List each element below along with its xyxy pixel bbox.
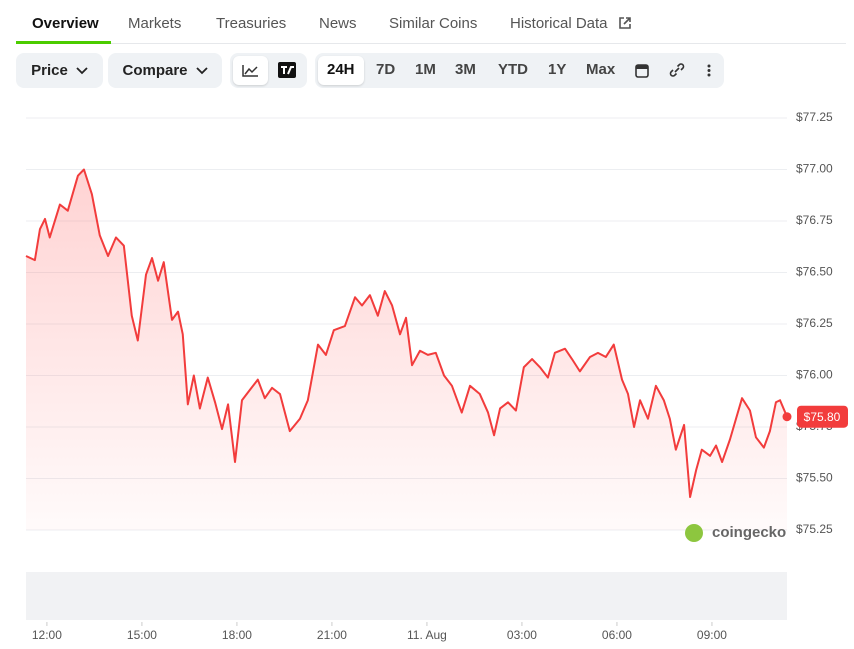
y-tick-label: $76.75	[796, 213, 833, 227]
price-badge-label: $75.80	[804, 410, 841, 424]
calendar-button[interactable]	[635, 63, 649, 78]
range-button[interactable]: 1M	[415, 61, 436, 78]
tab[interactable]: News	[319, 15, 357, 32]
watermark: coingecko	[712, 524, 786, 541]
more-button[interactable]	[706, 63, 712, 78]
range-button[interactable]: 7D	[376, 61, 396, 78]
line-chart-button[interactable]	[233, 56, 268, 85]
active-range	[318, 56, 364, 85]
x-tick-label: 09:00	[697, 628, 727, 642]
tab[interactable]: Similar Coins	[389, 15, 478, 32]
range-button[interactable]: 24H	[327, 61, 355, 78]
x-tick-label: 12:00	[32, 628, 62, 642]
current-dot	[782, 412, 792, 422]
external-icon	[619, 17, 631, 29]
tab[interactable]: Overview	[32, 15, 99, 32]
tab[interactable]: Treasuries	[216, 15, 287, 32]
tab[interactable]: Historical Data	[510, 15, 608, 32]
y-tick-label: $77.00	[796, 162, 833, 176]
tradingview-button[interactable]	[278, 62, 296, 78]
compare-button[interactable]: Compare	[108, 53, 222, 88]
x-tick-label: 21:00	[317, 628, 347, 642]
price-area	[26, 169, 787, 530]
price-line	[25, 168, 788, 499]
tab[interactable]: Markets	[128, 15, 182, 32]
price-button[interactable]: Price	[16, 53, 103, 88]
x-tick-label: 03:00	[507, 628, 537, 642]
range-button[interactable]: 1Y	[548, 61, 567, 78]
chevron	[195, 66, 208, 74]
label: Compare	[122, 62, 188, 79]
range-group	[315, 53, 724, 88]
x-tick-label: 06:00	[602, 628, 632, 642]
link-button[interactable]	[668, 62, 686, 78]
chevron	[76, 66, 88, 74]
y-tick-label: $76.50	[796, 265, 833, 279]
range-button[interactable]: 3M	[455, 61, 476, 78]
tab-underline	[16, 41, 111, 44]
y-tick-label: $76.00	[796, 368, 833, 382]
tab-bar: Overview Markets Treasuries News Similar…	[16, 0, 846, 44]
line-icon	[242, 65, 258, 77]
volume-strip	[26, 572, 787, 620]
y-tick-label: $75.50	[796, 471, 833, 485]
range-button[interactable]: YTD	[498, 61, 528, 78]
y-tick-label: $75.75	[796, 419, 833, 433]
x-tick-label: 18:00	[222, 628, 252, 642]
y-tick-label: $76.25	[796, 316, 833, 330]
y-tick-label: $75.25	[796, 522, 833, 536]
x-tick-label: 11. Aug	[407, 628, 447, 642]
logo-icon	[685, 524, 703, 542]
range-button[interactable]: Max	[586, 61, 616, 78]
y-tick-label: $77.25	[796, 110, 833, 124]
x-tick-label: 15:00	[127, 628, 157, 642]
label: Price	[31, 62, 68, 79]
price-badge	[797, 405, 848, 428]
